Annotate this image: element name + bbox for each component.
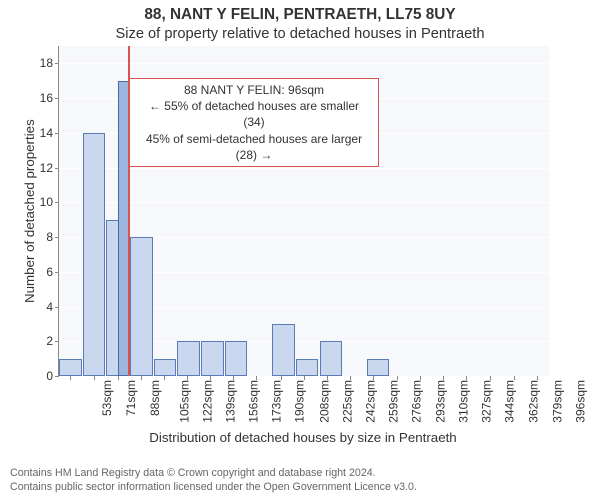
xtick-label: 53sqm	[100, 380, 114, 416]
xtick-mark	[118, 376, 119, 380]
plot-area: 02468101214161853sqm71sqm88sqm105sqm122s…	[58, 46, 549, 377]
ytick-label: 2	[46, 334, 59, 348]
histogram-bar	[177, 341, 200, 376]
histogram-bar	[154, 359, 177, 376]
xtick-mark	[420, 376, 421, 380]
xtick-mark	[327, 376, 328, 380]
annotation-line: 88 NANT Y FELIN: 96sqm	[138, 82, 370, 98]
xtick-mark	[537, 376, 538, 380]
xtick-mark	[70, 376, 71, 380]
ytick-label: 12	[40, 161, 59, 175]
xtick-label: 396sqm	[573, 380, 587, 423]
ytick-label: 4	[46, 300, 59, 314]
xtick-mark	[233, 376, 234, 380]
page-subtitle: Size of property relative to detached ho…	[0, 26, 600, 42]
xtick-label: 344sqm	[503, 380, 517, 423]
histogram-bar	[59, 359, 82, 376]
histogram-bar	[272, 324, 295, 376]
gridline	[59, 202, 549, 203]
page-title: 88, NANT Y FELIN, PENTRAETH, LL75 8UY	[0, 6, 600, 24]
x-axis-label: Distribution of detached houses by size …	[58, 430, 548, 445]
footer-attribution: Contains HM Land Registry data © Crown c…	[10, 467, 417, 494]
histogram-bar	[320, 341, 343, 376]
xtick-mark	[210, 376, 211, 380]
annotation-line: 45% of semi-detached houses are larger (…	[138, 131, 370, 163]
xtick-label: 259sqm	[387, 380, 401, 423]
annotation-box: 88 NANT Y FELIN: 96sqm← 55% of detached …	[129, 78, 379, 167]
xtick-mark	[443, 376, 444, 380]
xtick-label: 71sqm	[124, 380, 138, 416]
ytick-label: 0	[46, 369, 59, 383]
xtick-label: 379sqm	[550, 380, 564, 423]
xtick-mark	[373, 376, 374, 380]
histogram-bar	[225, 341, 248, 376]
xtick-label: 293sqm	[433, 380, 447, 423]
histogram-bar	[367, 359, 390, 376]
xtick-mark	[514, 376, 515, 380]
ytick-label: 14	[40, 126, 59, 140]
ytick-label: 18	[40, 56, 59, 70]
xtick-mark	[350, 376, 351, 380]
xtick-mark	[281, 376, 282, 380]
chart-container: 02468101214161853sqm71sqm88sqm105sqm122s…	[58, 46, 600, 377]
xtick-mark	[187, 376, 188, 380]
xtick-label: 105sqm	[177, 380, 191, 423]
xtick-label: 225sqm	[341, 380, 355, 423]
footer-line-1: Contains HM Land Registry data © Crown c…	[10, 467, 417, 480]
footer-line-2: Contains public sector information licen…	[10, 481, 417, 494]
histogram-bar	[130, 237, 153, 376]
xtick-label: 190sqm	[293, 380, 307, 423]
histogram-bar	[296, 359, 319, 376]
histogram-bar-highlight	[118, 81, 129, 376]
xtick-mark	[164, 376, 165, 380]
xtick-label: 156sqm	[247, 380, 261, 423]
gridline	[59, 63, 549, 64]
histogram-bar	[83, 133, 106, 376]
xtick-mark	[256, 376, 257, 380]
ytick-label: 10	[40, 195, 59, 209]
xtick-label: 208sqm	[318, 380, 332, 423]
xtick-label: 327sqm	[480, 380, 494, 423]
xtick-mark	[490, 376, 491, 380]
xtick-mark	[141, 376, 142, 380]
xtick-label: 310sqm	[456, 380, 470, 423]
histogram-bar	[201, 341, 224, 376]
y-axis-label: Number of detached properties	[22, 120, 37, 304]
ytick-label: 6	[46, 265, 59, 279]
ytick-label: 8	[46, 230, 59, 244]
annotation-line: ← 55% of detached houses are smaller (34…	[138, 98, 370, 130]
xtick-label: 242sqm	[364, 380, 378, 423]
gridline	[59, 168, 549, 169]
ytick-label: 16	[40, 91, 59, 105]
xtick-label: 139sqm	[224, 380, 238, 423]
xtick-label: 122sqm	[201, 380, 215, 423]
xtick-label: 362sqm	[527, 380, 541, 423]
xtick-label: 173sqm	[270, 380, 284, 423]
xtick-mark	[94, 376, 95, 380]
xtick-mark	[466, 376, 467, 380]
xtick-mark	[397, 376, 398, 380]
xtick-mark	[304, 376, 305, 380]
xtick-label: 276sqm	[410, 380, 424, 423]
xtick-label: 88sqm	[148, 380, 162, 416]
